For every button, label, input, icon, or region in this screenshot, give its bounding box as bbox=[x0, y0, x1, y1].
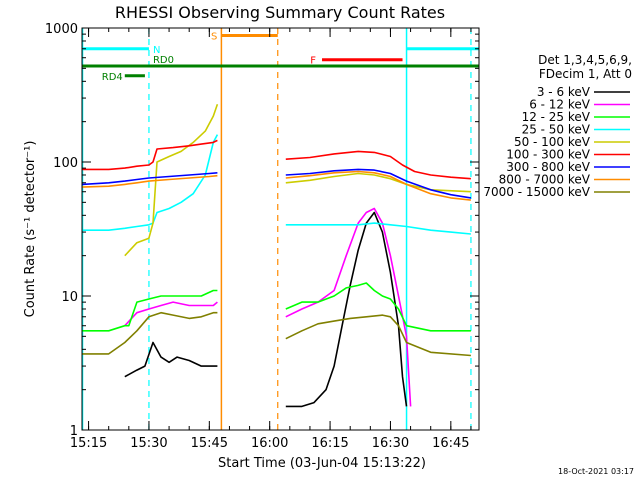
series-line-800-7000-kev bbox=[81, 174, 218, 188]
legend-entry-label: 25 - 50 keV bbox=[522, 123, 591, 137]
legend-header-line-1: Det 1,3,4,5,6,9, bbox=[538, 53, 632, 67]
y-tick-label: 1000 bbox=[45, 22, 78, 37]
series-line-7000-15000-kev bbox=[82, 311, 218, 355]
series-line-100-300-kev bbox=[82, 139, 218, 171]
x-axis-label: Start Time (03-Jun-04 15:13:22) bbox=[218, 456, 426, 471]
series-layer bbox=[81, 103, 472, 408]
annotation-layer: N S F RD0 RD4 bbox=[81, 28, 479, 430]
series-line-25-50-kev bbox=[82, 134, 219, 231]
series-line-7000-15000-kev bbox=[285, 314, 471, 357]
legend-entry-label: 12 - 25 keV bbox=[522, 110, 591, 124]
footer-date: 18-Oct-2021 03:17 bbox=[558, 467, 634, 476]
series-line-6-12-kev bbox=[124, 301, 218, 327]
legend-header-line-2: FDecim 1, Att 0 bbox=[539, 67, 632, 81]
series-line-300-800-kev bbox=[81, 172, 218, 186]
legend: Det 1,3,4,5,6,9, FDecim 1, Att 0 3 - 6 k… bbox=[483, 53, 632, 199]
series-line-100-300-kev bbox=[285, 150, 471, 180]
plot-frame bbox=[81, 27, 480, 431]
series-line-6-12-kev bbox=[285, 207, 412, 407]
n-annotation-label: N bbox=[153, 45, 160, 56]
axes-layer: 15:15 15:30 15:45 16:00 16:15 16:30 16:45 1 10 10… bbox=[45, 22, 479, 451]
x-tick-label: 15:30 bbox=[130, 436, 167, 451]
legend-entry-label: 800 - 7000 keV bbox=[499, 173, 591, 187]
legend-entry-label: 50 - 100 keV bbox=[514, 135, 591, 149]
series-line-12-25-kev bbox=[82, 289, 218, 332]
legend-entry-label: 6 - 12 keV bbox=[529, 98, 591, 112]
s-annotation-label: S bbox=[211, 31, 217, 42]
y-axis-label: Count Rate (s⁻¹ detector⁻¹) bbox=[23, 141, 38, 318]
rd0-annotation-label: RD0 bbox=[153, 55, 174, 66]
chart-title: RHESSI Observing Summary Count Rates bbox=[115, 3, 445, 22]
y-tick-label: 100 bbox=[53, 156, 78, 171]
series-line-300-800-kev bbox=[285, 168, 472, 199]
series-line-50-100-kev bbox=[124, 103, 219, 257]
f-annotation-label: F bbox=[310, 56, 316, 67]
series-line-3-6-kev bbox=[124, 341, 218, 378]
legend-entry-label: 300 - 800 keV bbox=[506, 160, 590, 174]
x-tick-label: 16:45 bbox=[432, 436, 469, 451]
series-line-12-25-kev bbox=[285, 282, 471, 332]
legend-entry-label: 7000 - 15000 keV bbox=[483, 185, 590, 199]
series-line-800-7000-kev bbox=[285, 170, 471, 201]
series-line-25-50-kev bbox=[285, 222, 471, 235]
x-tick-label: 15:45 bbox=[191, 436, 228, 451]
x-tick-label: 16:15 bbox=[311, 436, 348, 451]
y-tick-label: 1 bbox=[70, 424, 78, 439]
rd4-annotation-label: RD4 bbox=[102, 72, 123, 83]
x-tick-label: 16:00 bbox=[251, 436, 288, 451]
x-tick-label: 16:30 bbox=[372, 436, 409, 451]
series-line-3-6-kev bbox=[285, 211, 408, 408]
series-line-50-100-kev bbox=[285, 172, 471, 193]
legend-entry-label: 100 - 300 keV bbox=[506, 148, 590, 162]
legend-entry-label: 3 - 6 keV bbox=[537, 85, 591, 99]
y-tick-label: 10 bbox=[61, 290, 78, 305]
x-tick-label: 15:15 bbox=[70, 436, 107, 451]
